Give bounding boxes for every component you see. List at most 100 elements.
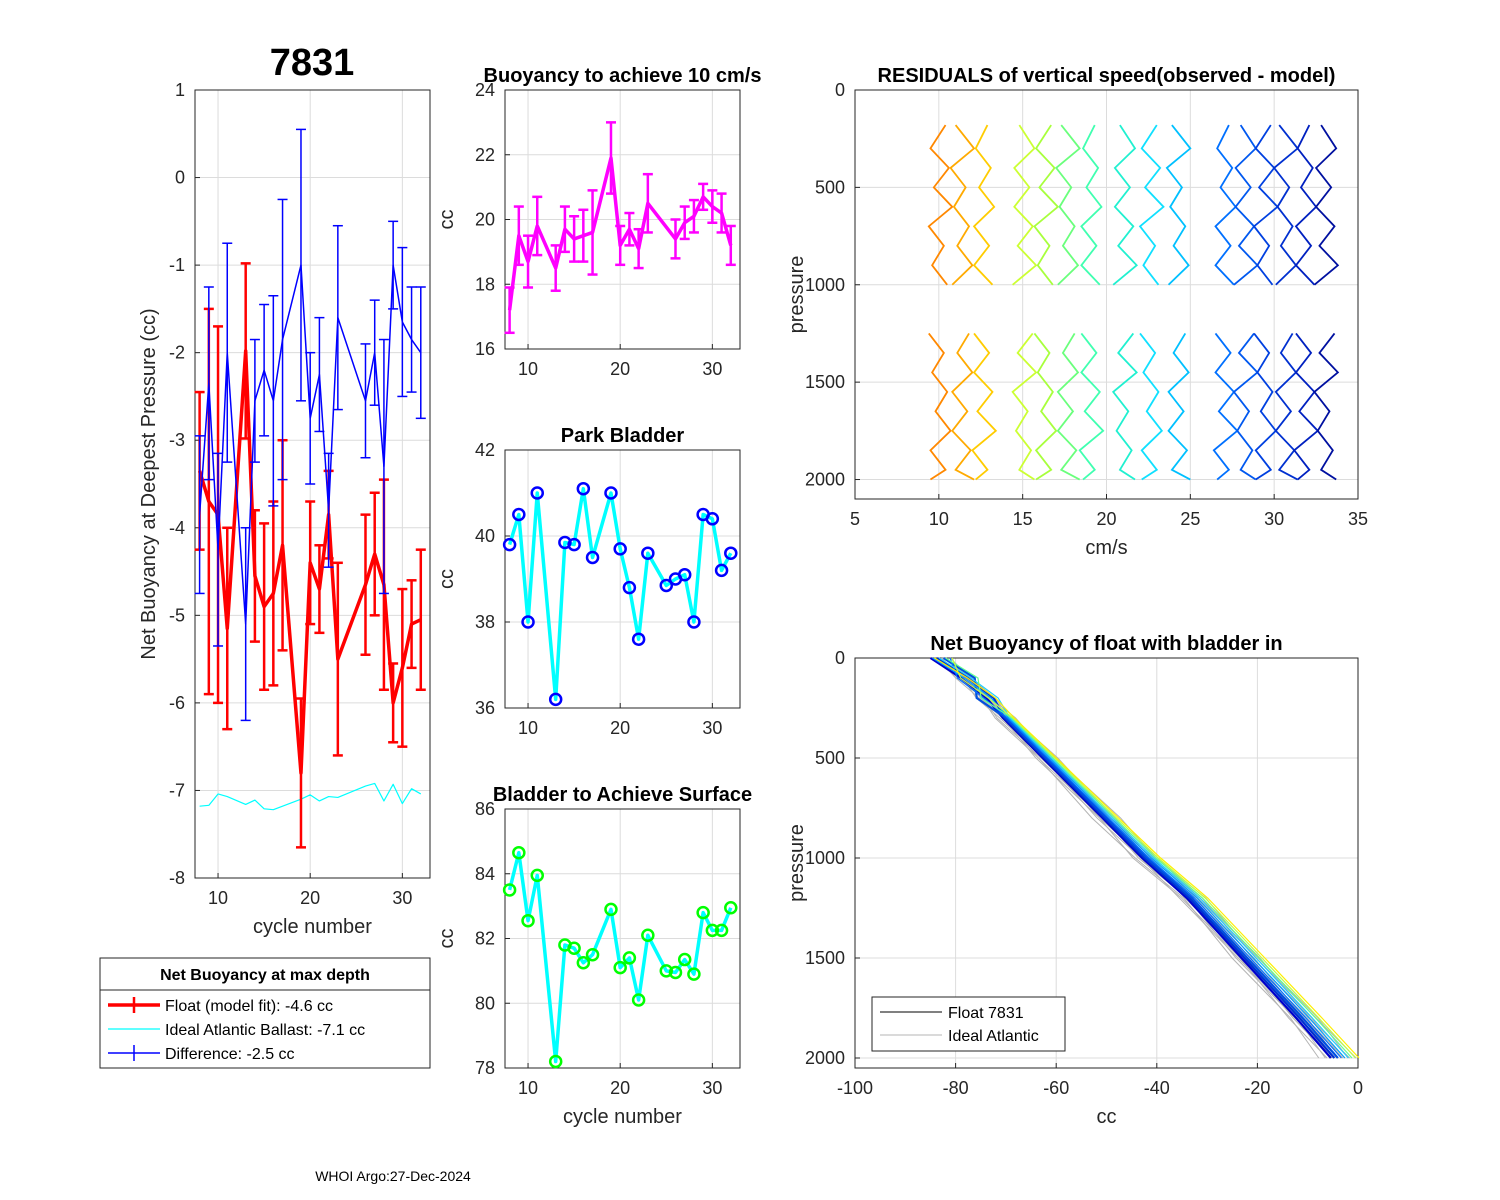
buoyancy-10cms-errorbar: [523, 234, 534, 289]
bladder_surface-xlabel: cycle number: [563, 1106, 682, 1128]
float-model-fit-errorbar: [295, 697, 306, 849]
bladder-surface-point: [641, 928, 655, 943]
net_buoyancy_profile-xtick-label: -100: [837, 1078, 873, 1098]
difference-errorbar: [240, 527, 251, 722]
legend-label-float: Float (model fit): -4.6 cc: [165, 998, 333, 1015]
difference-errorbar: [277, 198, 288, 481]
bladder-surface-point: [659, 964, 674, 978]
residual-profile: [1274, 332, 1299, 481]
buoyancy-10cms-errorbar: [532, 195, 543, 257]
difference-errorbar: [249, 338, 260, 463]
float-model-fit-errorbar: [360, 513, 371, 656]
residual-profile: [1033, 332, 1058, 481]
net_buoyancy-ytick-label: -6: [169, 693, 185, 713]
bladder_surface-axes-border: [504, 808, 741, 1069]
park-bladder-point: [613, 542, 627, 556]
park-bladder-point: [687, 615, 701, 629]
difference-errorbar: [360, 343, 371, 459]
net_buoyancy-ytick-label: 0: [175, 168, 185, 188]
net_buoyancy_profile-xtick-label: -20: [1244, 1078, 1270, 1098]
residual-profile: [1272, 124, 1299, 286]
difference-errorbar: [222, 242, 233, 463]
residuals-xtick-label: 35: [1348, 509, 1368, 529]
net_buoyancy-ytick-label: -5: [169, 605, 185, 625]
park_bladder-ytick-label: 40: [475, 526, 495, 546]
difference-errorbar: [388, 220, 399, 310]
legend-label-ideal: Ideal Atlantic Ballast: -7.1 cc: [165, 1022, 365, 1039]
residual-profile: [1313, 332, 1340, 481]
residuals-xtick-label: 25: [1180, 509, 1200, 529]
buoyancy-10cms-errorbar: [513, 205, 524, 267]
net_buoyancy_profile-xtick-label: -80: [943, 1078, 969, 1098]
difference-errorbar: [203, 286, 214, 481]
float-model-fit-errorbar: [332, 561, 343, 757]
residual-profile: [1139, 332, 1164, 481]
park_bladder-title: Park Bladder: [561, 425, 685, 447]
net_buoyancy-xtick-label: 20: [300, 888, 320, 908]
buoyancy-10cms-errorbar: [615, 224, 626, 267]
park-bladder-point: [585, 550, 600, 565]
residuals-xtick-label: 30: [1264, 509, 1284, 529]
residual-profile: [928, 332, 952, 481]
residual-profile: [951, 332, 975, 481]
residuals-ytick-label: 500: [815, 177, 845, 197]
buoyancy_10cms-xtick-label: 30: [702, 359, 722, 379]
difference-errorbar: [259, 303, 270, 437]
residuals-axes-border: [854, 89, 1359, 500]
park_bladder-xtick-label: 30: [702, 718, 722, 738]
float-model-fit-errorbar: [415, 548, 426, 692]
residuals-xtick-label: 20: [1096, 509, 1116, 529]
net_buoyancy_profile-xlabel: cc: [1097, 1106, 1117, 1128]
ideal-atlantic-line: [199, 782, 422, 811]
residuals-xtick-label: 10: [929, 509, 949, 529]
net_buoyancy_profile-ytick-label: 1500: [805, 948, 845, 968]
bladder_surface-xtick-label: 30: [702, 1078, 722, 1098]
buoyancy-10cms-errorbar: [578, 208, 589, 263]
residuals-title: RESIDUALS of vertical speed(observed - m…: [878, 65, 1336, 87]
buoyancy_10cms-axes-border: [504, 89, 741, 350]
residual-profile: [1233, 124, 1259, 286]
figure-title: 7831: [270, 42, 355, 84]
park-bladder-line: [507, 486, 733, 702]
bladder-surface-point: [613, 960, 627, 975]
buoyancy_10cms-ytick-label: 24: [475, 80, 495, 100]
park-bladder-point: [502, 537, 517, 552]
park-bladder-point: [622, 580, 637, 595]
net_buoyancy-ytick-label: -3: [169, 430, 185, 450]
float-model-fit-errorbar: [259, 522, 270, 692]
buoyancy-10cms-errorbar: [559, 205, 570, 254]
residual-profile: [927, 124, 954, 286]
bladder_surface-ytick-label: 78: [475, 1058, 495, 1078]
bladder-surface-point: [631, 993, 646, 1007]
float-model-fit-errorbar: [406, 579, 417, 670]
buoyancy_10cms-ytick-label: 22: [475, 145, 495, 165]
residuals-ytick-label: 0: [835, 80, 845, 100]
park-bladder-point: [521, 615, 535, 629]
difference-errorbar: [415, 286, 426, 420]
main-legend: Net Buoyancy at max depth Float (model f…: [99, 957, 431, 1069]
difference-errorbar: [323, 452, 334, 568]
main-legend-title: Net Buoyancy at max depth: [160, 967, 370, 984]
buoyancy_10cms-xtick-label: 10: [518, 359, 538, 379]
buoyancy-10cms-errorbar: [569, 215, 580, 263]
residual-profile: [1293, 332, 1320, 481]
net_buoyancy-xtick-label: 30: [392, 888, 412, 908]
residual-profile: [1111, 332, 1138, 481]
net_buoyancy_profile-axes-border: [854, 657, 1359, 1069]
difference-errorbar: [268, 295, 279, 507]
float-profile: [951, 657, 1356, 1059]
buoyancy-10cms-errorbar: [707, 189, 718, 224]
residual-profile: [1112, 124, 1138, 286]
park_bladder-xtick-label: 20: [610, 718, 630, 738]
park-bladder-point: [705, 512, 720, 526]
residual-profile: [1232, 332, 1259, 481]
buoyancy_10cms-xtick-label: 20: [610, 359, 630, 379]
float-profile: [949, 657, 1342, 1059]
profile-legend: Float 7831 Ideal Atlantic: [871, 996, 1066, 1052]
difference-errorbar: [314, 316, 325, 433]
float-model-fit-errorbar: [397, 587, 408, 748]
float-model-fit-errorbar: [305, 500, 316, 626]
main-legend-box: [99, 957, 431, 1069]
float-profile: [938, 657, 1349, 1059]
residual-profile: [1011, 332, 1038, 481]
